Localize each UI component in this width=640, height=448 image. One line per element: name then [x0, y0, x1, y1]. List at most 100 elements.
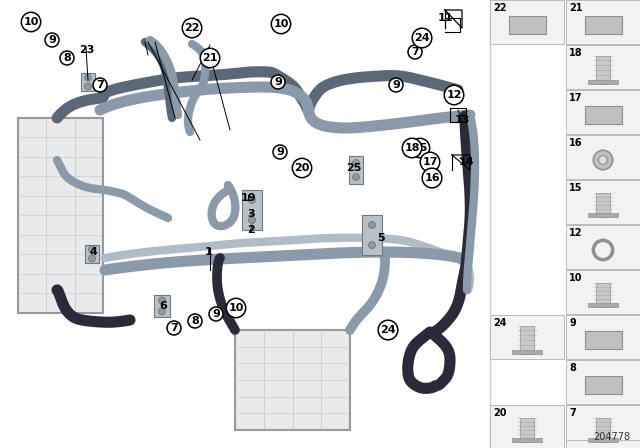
- Bar: [566, 315, 640, 359]
- Text: 8: 8: [63, 53, 71, 63]
- Bar: [588, 303, 618, 307]
- Bar: [588, 438, 618, 442]
- Text: 20: 20: [493, 408, 506, 418]
- Circle shape: [353, 173, 360, 181]
- Circle shape: [159, 297, 166, 304]
- Text: 16: 16: [569, 138, 582, 148]
- Text: 17: 17: [422, 157, 438, 167]
- Text: 22: 22: [493, 3, 506, 13]
- Bar: [596, 418, 611, 442]
- Text: 21: 21: [202, 53, 218, 63]
- Bar: [566, 45, 640, 89]
- Text: 12: 12: [569, 228, 582, 238]
- Bar: [362, 215, 382, 255]
- Bar: [596, 193, 611, 217]
- Text: 9: 9: [274, 77, 282, 87]
- Bar: [349, 156, 363, 184]
- Circle shape: [84, 83, 92, 90]
- Text: 4: 4: [89, 247, 97, 257]
- Text: 12: 12: [446, 90, 461, 100]
- Bar: [566, 135, 640, 179]
- Bar: [490, 315, 564, 359]
- Bar: [566, 270, 640, 314]
- Bar: [596, 283, 611, 307]
- Text: 25: 25: [346, 163, 362, 173]
- Bar: [588, 213, 618, 217]
- Text: 2: 2: [247, 225, 255, 235]
- Bar: [520, 326, 534, 354]
- Bar: [512, 438, 542, 442]
- Bar: [566, 180, 640, 224]
- Text: 22: 22: [184, 23, 200, 33]
- Text: 5: 5: [377, 233, 385, 243]
- Circle shape: [88, 255, 95, 262]
- Text: 7: 7: [170, 323, 178, 333]
- Text: 9: 9: [276, 147, 284, 157]
- Circle shape: [369, 221, 376, 228]
- Text: 19: 19: [240, 193, 256, 203]
- Bar: [566, 360, 640, 404]
- Text: 7: 7: [569, 408, 576, 418]
- Circle shape: [88, 246, 95, 253]
- Text: 9: 9: [212, 309, 220, 319]
- Text: 9: 9: [392, 80, 400, 90]
- Text: 9: 9: [569, 318, 576, 328]
- Bar: [85, 245, 99, 263]
- Text: 10: 10: [23, 17, 38, 27]
- Text: 8: 8: [569, 363, 576, 373]
- Text: 3: 3: [247, 209, 255, 219]
- Text: 11: 11: [437, 13, 452, 23]
- Text: 20: 20: [294, 163, 310, 173]
- Bar: [566, 0, 640, 44]
- Text: 10: 10: [273, 19, 289, 29]
- Text: 18: 18: [569, 48, 582, 58]
- Text: 21: 21: [569, 3, 582, 13]
- Bar: [490, 0, 564, 44]
- Circle shape: [353, 159, 360, 167]
- Bar: [490, 405, 564, 448]
- Text: 10: 10: [228, 303, 244, 313]
- Text: 7: 7: [411, 47, 419, 57]
- Bar: [584, 16, 621, 34]
- Text: 24: 24: [493, 318, 506, 328]
- Bar: [566, 405, 640, 448]
- Text: 9: 9: [48, 35, 56, 45]
- Text: 13: 13: [454, 115, 470, 125]
- Circle shape: [159, 308, 166, 315]
- Circle shape: [593, 151, 612, 170]
- Bar: [566, 225, 640, 269]
- Text: 15: 15: [569, 183, 582, 193]
- Bar: [584, 106, 621, 124]
- Bar: [566, 440, 640, 448]
- Text: 1: 1: [205, 247, 213, 257]
- Text: 24: 24: [414, 33, 430, 43]
- Bar: [512, 350, 542, 354]
- Circle shape: [248, 216, 255, 224]
- Bar: [588, 80, 618, 84]
- Text: 14: 14: [458, 157, 474, 167]
- Circle shape: [248, 197, 255, 203]
- Bar: [566, 90, 640, 134]
- Text: 18: 18: [404, 143, 420, 153]
- Bar: [584, 376, 621, 394]
- Bar: [596, 56, 611, 84]
- Text: 24: 24: [380, 325, 396, 335]
- Text: 10: 10: [569, 273, 582, 283]
- Bar: [235, 330, 350, 430]
- Bar: [18, 118, 103, 313]
- Text: 17: 17: [569, 93, 582, 103]
- Bar: [509, 16, 545, 34]
- Bar: [242, 190, 262, 230]
- Text: 16: 16: [424, 173, 440, 183]
- Bar: [81, 73, 95, 91]
- Circle shape: [369, 241, 376, 249]
- Bar: [520, 418, 534, 442]
- Text: 23: 23: [79, 45, 95, 55]
- Text: 6: 6: [159, 301, 167, 311]
- Text: 7: 7: [96, 80, 104, 90]
- Bar: [154, 295, 170, 317]
- Circle shape: [84, 74, 92, 81]
- Text: 8: 8: [191, 316, 199, 326]
- Text: 204778: 204778: [593, 432, 630, 442]
- Bar: [584, 331, 621, 349]
